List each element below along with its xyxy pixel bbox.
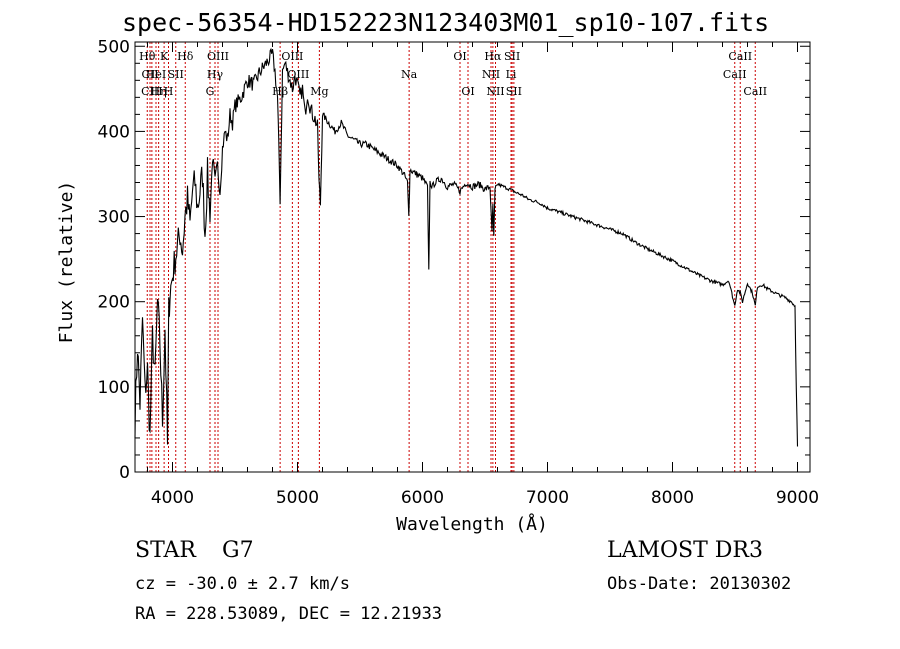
line-marker-label: OIII (281, 50, 303, 63)
line-marker-label: Hθ (139, 50, 156, 63)
chart-title: spec-56354-HD152223N123403M01_sp10-107.f… (122, 8, 770, 37)
y-axis-label: Flux (relative) (56, 181, 77, 344)
line-marker-label: NII (486, 85, 504, 98)
y-tick-label: 100 (98, 378, 130, 398)
x-tick-label: 4000 (151, 488, 194, 508)
y-tick-label: 200 (98, 293, 130, 313)
x-axis: 4000 5000 6000 7000 8000 9000 (147, 42, 819, 508)
line-marker-label: H (164, 85, 174, 98)
line-marker-label: Na (401, 68, 418, 81)
x-tick-label: 6000 (401, 488, 444, 508)
line-marker-label: G (206, 85, 215, 98)
line-marker-label: SII (168, 68, 184, 81)
y-tick-label: 300 (98, 208, 130, 228)
x-tick-label: 7000 (526, 488, 569, 508)
line-marker-label: OIII (207, 50, 229, 63)
line-marker-labels: HθCIICIIIHeIHηKHSIIHδGHγOIIIHβOIIIOIIIMg… (139, 50, 767, 98)
x-axis-label: Wavelength (Å) (396, 513, 548, 535)
line-marker-label: OI (461, 85, 474, 98)
y-axis: 0 100 200 300 400 500 (98, 37, 810, 483)
line-marker-label: Li (506, 68, 517, 81)
line-marker-label: Hδ (177, 50, 194, 63)
x-tick-label: 9000 (776, 488, 819, 508)
object-class: STAR (135, 538, 196, 563)
flux-series (134, 47, 799, 447)
flux-line (134, 47, 799, 447)
line-marker-label: CaII (723, 68, 747, 81)
redshift-readout: cz = -30.0 ± 2.7 km/s (135, 574, 350, 594)
line-marker-label: CaII (743, 85, 767, 98)
y-tick-label: 400 (98, 122, 130, 142)
line-marker-label: CII (141, 68, 158, 81)
object-subclass: G7 (222, 538, 254, 563)
y-tick-label: 0 (119, 463, 130, 483)
line-marker-label: Hα (484, 50, 502, 63)
line-marker-label: OI (453, 50, 466, 63)
line-marker-label: SII (506, 85, 522, 98)
line-marker-label: Hη (151, 85, 167, 98)
line-marker-label: CaII (728, 50, 752, 63)
line-marker-label: HeI (146, 68, 166, 81)
y-tick-label: 500 (98, 37, 130, 57)
line-marker-label: Hβ (272, 85, 288, 98)
survey-name: LAMOST DR3 (607, 538, 763, 563)
object-classification: STAR G7 (135, 538, 254, 563)
x-tick-label: 8000 (651, 488, 694, 508)
line-marker-label: NII (482, 68, 500, 81)
line-marker-label: OIII (287, 68, 309, 81)
coordinates-readout: RA = 228.53089, DEC = 12.21933 (135, 604, 443, 624)
line-marker-label: Hγ (207, 68, 224, 81)
x-tick-label: 5000 (276, 488, 319, 508)
line-marker-label: K (160, 50, 169, 63)
line-marker-label: Mg (310, 85, 328, 98)
line-marker-label: SII (504, 50, 520, 63)
observation-date: Obs-Date: 20130302 (607, 574, 792, 594)
line-marker-label: CIII (141, 85, 162, 98)
